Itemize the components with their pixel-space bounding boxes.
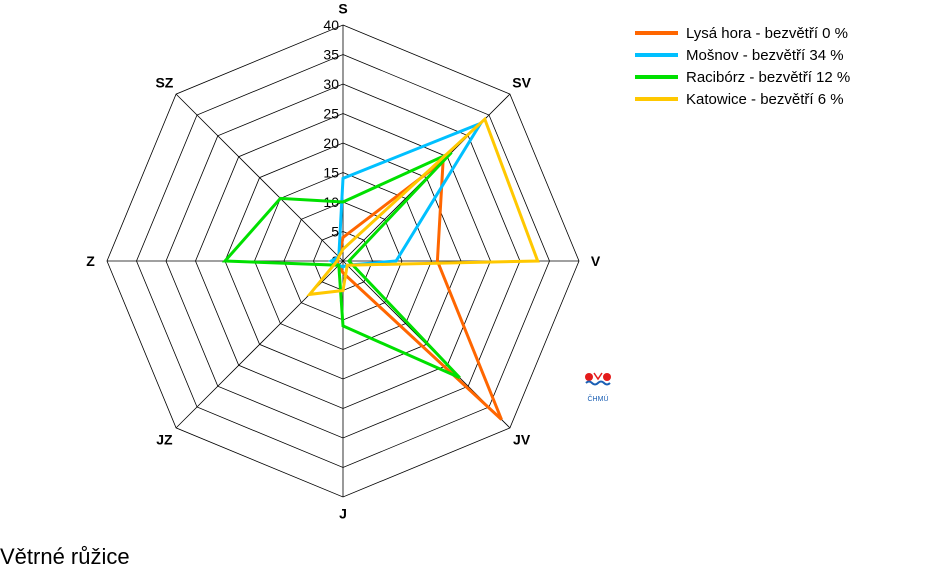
page-caption: Větrné růžice: [0, 544, 130, 569]
logo-red-dot-left: [585, 373, 593, 381]
direction-label-Z: Z: [86, 253, 95, 269]
series-line-4: [306, 116, 540, 297]
direction-label-JV: JV: [513, 432, 531, 448]
direction-label-JZ: JZ: [156, 432, 173, 448]
tick-label-5: 5: [331, 224, 339, 240]
series-lines: [221, 116, 540, 421]
direction-label-V: V: [591, 253, 601, 269]
legend-label-2: Mošnov - bezvětří 34 %: [686, 47, 844, 64]
direction-labels: S SV V JV J JZ Z SZ: [86, 1, 601, 522]
direction-label-SV: SV: [512, 74, 531, 90]
direction-label-J: J: [339, 506, 347, 522]
tick-label-25: 25: [323, 106, 339, 122]
legend-label-4: Katowice - bezvětří 6 %: [686, 91, 844, 108]
tick-label-20: 20: [323, 135, 339, 151]
tick-label-40: 40: [323, 17, 339, 33]
series-line-3: [221, 151, 461, 380]
legend: Lysá hora - bezvětří 0 % Mošnov - bezvětř…: [635, 25, 850, 108]
tick-label-30: 30: [323, 76, 339, 92]
tick-label-15: 15: [323, 165, 339, 181]
series-line-2: [328, 120, 485, 269]
legend-label-3: Racibórz - bezvětří 12 %: [686, 69, 850, 86]
logo-red-dot-right: [603, 373, 611, 381]
logo-red-mark: [593, 372, 603, 381]
chmu-logo: ČHMÚ: [585, 372, 611, 403]
direction-label-S: S: [338, 1, 347, 17]
grid-spoke-SZ: [175, 93, 344, 262]
direction-label-SZ: SZ: [155, 74, 173, 90]
logo-wave-icon: [585, 380, 611, 386]
logo-text: ČHMÚ: [588, 394, 609, 403]
tick-label-35: 35: [323, 47, 339, 63]
legend-label-1: Lysá hora - bezvětří 0 %: [686, 25, 848, 42]
